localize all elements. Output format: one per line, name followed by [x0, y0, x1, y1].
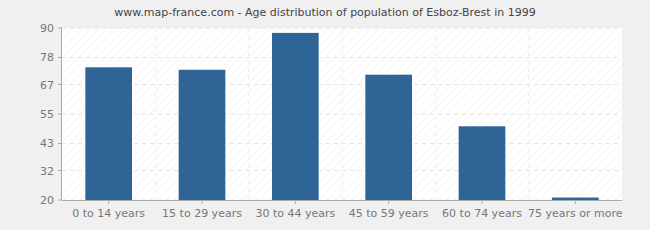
y-tick-label: 78	[40, 51, 54, 64]
x-tick	[108, 200, 109, 204]
bar	[552, 198, 599, 200]
x-tick	[575, 200, 576, 204]
x-tick	[295, 200, 296, 204]
x-tick-label: 30 to 44 years	[255, 207, 335, 220]
bars	[85, 33, 598, 200]
y-tick-label: 20	[40, 194, 54, 207]
x-tick	[388, 200, 389, 204]
x-tick-label: 45 to 59 years	[349, 207, 429, 220]
grid-line	[62, 114, 622, 115]
x-tick-label: 15 to 29 years	[162, 207, 242, 220]
plot-area	[62, 28, 622, 200]
bar	[459, 126, 506, 200]
bar	[179, 70, 226, 200]
y-tick-label: 90	[40, 22, 54, 35]
bar	[85, 67, 132, 200]
grid-line-v	[342, 28, 343, 200]
x-tick	[482, 200, 483, 204]
bar	[365, 75, 412, 200]
x-tick-label: 60 to 74 years	[442, 207, 522, 220]
y-axis	[61, 28, 62, 200]
y-tick-label: 43	[40, 137, 54, 150]
x-tick-label: 0 to 14 years	[72, 207, 145, 220]
grid-line-v	[248, 28, 249, 200]
chart-svg: www.map-france.com - Age distribution of…	[0, 0, 650, 230]
y-tick-label: 55	[40, 108, 54, 121]
y-tick-label: 32	[40, 165, 54, 178]
grid-line-v	[528, 28, 529, 200]
grid-line-v	[435, 28, 436, 200]
y-tick-label: 67	[40, 79, 54, 92]
grid-line	[62, 170, 622, 171]
title: www.map-france.com - Age distribution of…	[114, 6, 535, 19]
background	[0, 0, 650, 230]
x-tick-label: 75 years or more	[528, 207, 623, 220]
x-axis	[62, 200, 622, 201]
chart: www.map-france.com - Age distribution of…	[0, 0, 650, 230]
grid-line	[62, 57, 622, 58]
bar	[272, 33, 319, 200]
x-tick	[202, 200, 203, 204]
grid-line-v	[155, 28, 156, 200]
